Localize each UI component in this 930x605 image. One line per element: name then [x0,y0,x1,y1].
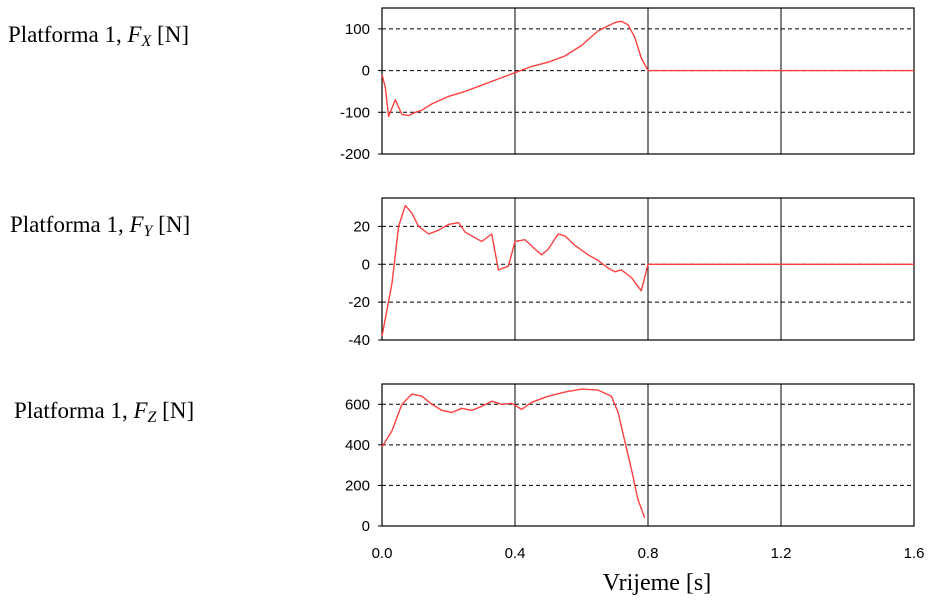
x-tick-label: 1.2 [771,545,792,562]
y-tick-label: 0 [362,518,370,535]
panel-label-prefix: Platforma 1, [10,212,129,237]
x-tick-label: 0.4 [505,545,526,562]
y-tick-label: 200 [345,477,370,494]
y-tick-label: -20 [348,294,370,311]
series-line [381,204,914,337]
y-tick-label: 100 [345,21,370,38]
y-tick-label: 0 [362,63,370,80]
panel-label-unit: [N] [152,212,190,237]
panel-label: Platforma 1, FY [N] [10,212,190,240]
y-tick-label: -100 [340,104,370,121]
y-tick-label: 0 [362,256,370,273]
y-tick-label: -40 [348,332,370,349]
chart-panel-1: 100 0 -100 -200 Platforma 1, FX [N] [8,7,915,163]
x-axis: 0.0 0.4 0.8 1.2 1.6 Vrijeme [s] [372,545,925,596]
panel-label-unit: [N] [151,22,189,47]
panel-label: Platforma 1, FZ [N] [14,398,194,426]
y-tick-label: 600 [345,396,370,413]
x-tick-label: 0.8 [638,545,659,562]
chart-panel-2: 20 0 -20 -40 Platforma 1, FY [N] [10,197,915,349]
y-tick-label: 20 [353,218,370,235]
panel-label-unit: [N] [156,398,194,423]
panel-label-subscript: X [141,33,153,50]
y-tick-label: 400 [345,437,370,454]
plot-frame [381,7,915,155]
panel-label-variable: F [126,22,142,47]
plot-frame [381,383,915,527]
series-line [381,20,914,118]
chart-panel-3: 600 400 200 0 Platforma 1, FZ [N] [14,383,915,535]
x-axis-label: Vrijeme [s] [603,570,712,596]
x-tick-label: 0.0 [372,545,393,562]
x-tick-label: 1.6 [904,545,925,562]
panel-label-variable: F [132,398,148,423]
panel-label-prefix: Platforma 1, [8,22,127,47]
series-line [381,388,646,519]
panel-label-variable: F [128,212,144,237]
panel-label-subscript: Z [148,409,158,426]
panel-label-prefix: Platforma 1, [14,398,133,423]
panel-label: Platforma 1, FX [N] [8,22,189,50]
plot-frame [381,197,915,341]
panel-label-subscript: Y [144,223,155,240]
y-tick-label: -200 [340,146,370,163]
